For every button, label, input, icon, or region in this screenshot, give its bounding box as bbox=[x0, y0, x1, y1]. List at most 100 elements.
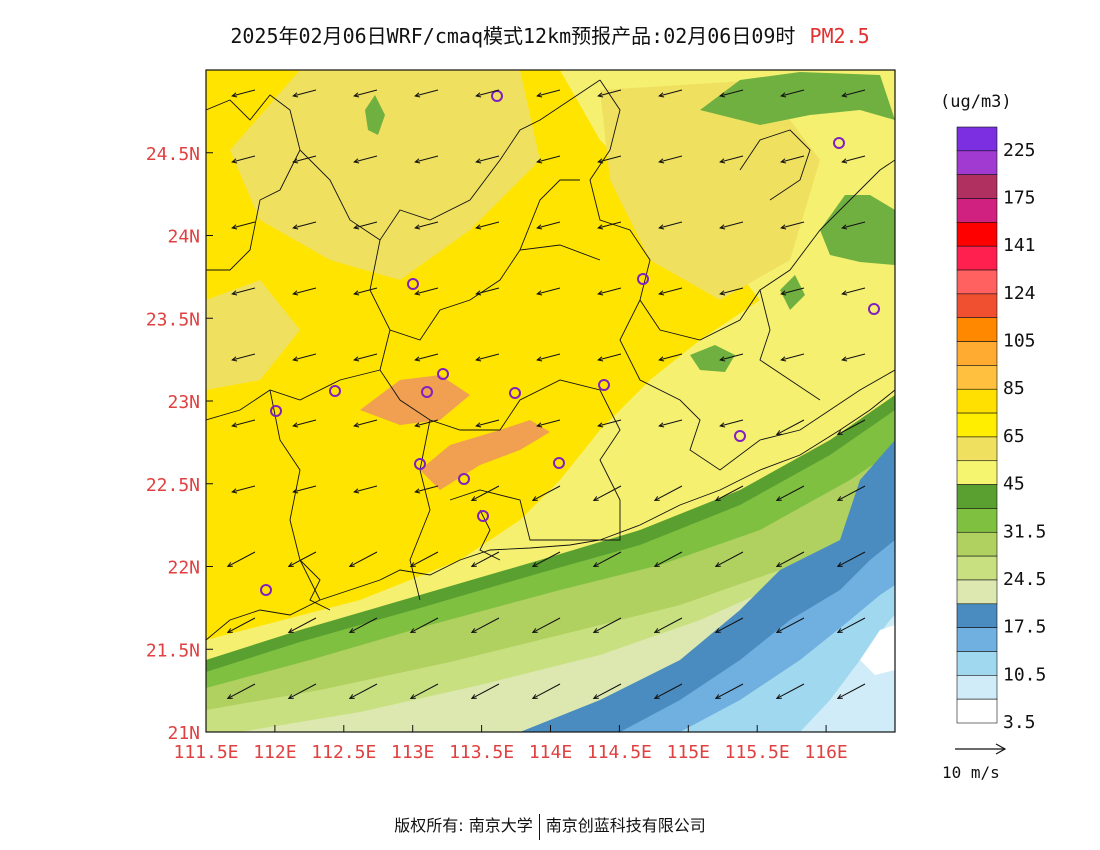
station-marker bbox=[421, 386, 433, 398]
station-marker bbox=[329, 385, 341, 397]
wind-arrow bbox=[658, 221, 683, 230]
wind-arrow bbox=[719, 287, 744, 296]
legend-label: 85 bbox=[1003, 378, 1025, 399]
title-pollutant: PM2.5 bbox=[809, 24, 870, 48]
wind-arrow bbox=[714, 617, 744, 633]
wind-arrow bbox=[414, 485, 439, 494]
wind-arrow bbox=[775, 419, 805, 435]
wind-arrow bbox=[531, 683, 561, 699]
wind-vectors bbox=[226, 89, 866, 699]
y-tick-label: 22N bbox=[167, 558, 200, 579]
legend-label: 45 bbox=[1003, 474, 1025, 495]
wind-arrow bbox=[475, 287, 500, 296]
wind-arrow bbox=[653, 683, 683, 699]
chart-title: 2025年02月06日WRF/cmaq模式12km预报产品:02月06日09时 P… bbox=[0, 20, 1100, 49]
wind-arrow bbox=[597, 155, 622, 164]
wind-arrow bbox=[592, 617, 622, 633]
wind-arrow bbox=[226, 551, 256, 567]
pm25-field bbox=[206, 70, 895, 732]
wind-arrow bbox=[348, 617, 378, 633]
wind-arrow bbox=[536, 89, 561, 98]
legend-units: (ug/m3) bbox=[940, 92, 1012, 112]
wind-arrow bbox=[780, 287, 805, 296]
wind-arrow bbox=[353, 485, 378, 494]
copyright: 版权所有: 南京大学 南京创蓝科技有限公司 bbox=[0, 812, 1100, 840]
wind-arrow bbox=[292, 221, 317, 230]
x-tick-label: 115E bbox=[667, 742, 710, 763]
legend-swatch bbox=[956, 651, 998, 676]
x-tick-label: 113E bbox=[391, 742, 434, 763]
legend-swatch bbox=[956, 293, 998, 319]
station-marker bbox=[833, 137, 845, 149]
title-main: 2025年02月06日WRF/cmaq模式12km预报产品:02月06日09时 bbox=[230, 24, 796, 48]
legend-swatch bbox=[956, 269, 998, 295]
x-tick-label: 112E bbox=[253, 742, 296, 763]
copyright-divider bbox=[538, 813, 540, 840]
wind-arrow bbox=[658, 419, 683, 428]
legend-swatch bbox=[956, 126, 998, 152]
wind-arrow bbox=[836, 617, 866, 633]
wind-arrow bbox=[536, 353, 561, 362]
station-marker bbox=[598, 379, 610, 391]
wind-arrow bbox=[231, 287, 256, 296]
copyright-right: 南京创蓝科技有限公司 bbox=[545, 816, 706, 835]
station-marker bbox=[270, 405, 282, 417]
wind-arrow bbox=[597, 419, 622, 428]
wind-arrow bbox=[292, 89, 317, 98]
wind-arrow bbox=[470, 617, 500, 633]
wind-arrow bbox=[653, 551, 683, 567]
wind-arrow bbox=[836, 551, 866, 567]
y-tick-label: 23.5N bbox=[146, 309, 200, 330]
x-tick-label: 112.5E bbox=[311, 742, 376, 763]
wind-arrow bbox=[597, 89, 622, 98]
wind-arrow bbox=[597, 287, 622, 296]
legend-label: 10.5 bbox=[1003, 664, 1046, 685]
wind-arrow bbox=[841, 287, 866, 296]
y-tick-label: 24N bbox=[167, 227, 200, 248]
wind-arrow bbox=[414, 89, 439, 98]
wind-arrow bbox=[658, 353, 683, 362]
wind-arrow bbox=[714, 485, 744, 501]
wind-arrow bbox=[841, 89, 866, 98]
wind-arrow bbox=[353, 287, 378, 296]
wind-arrow bbox=[231, 89, 256, 98]
legend-label: 24.5 bbox=[1003, 569, 1046, 590]
wind-arrow bbox=[836, 683, 866, 699]
wind-arrow bbox=[658, 89, 683, 98]
station-marker bbox=[260, 584, 272, 596]
legend-colorbar: 225 175 141 124 105 85 65 45 31.5 24.5 17.5 10.5 3.5 bbox=[956, 126, 1046, 733]
legend-swatch bbox=[956, 603, 998, 628]
station-marker bbox=[734, 430, 746, 442]
wind-arrow bbox=[287, 683, 317, 699]
wind-arrow bbox=[475, 419, 500, 428]
station-marker bbox=[868, 303, 880, 315]
legend-swatch bbox=[956, 174, 998, 199]
wind-arrow bbox=[292, 485, 317, 494]
legend-swatch bbox=[956, 555, 998, 581]
wind-arrow bbox=[841, 155, 866, 164]
wind-arrow bbox=[531, 485, 561, 501]
legend-swatch bbox=[956, 245, 998, 271]
wind-arrow bbox=[775, 551, 805, 567]
wind-arrow bbox=[409, 683, 439, 699]
wind-arrow bbox=[719, 419, 744, 428]
legend-label: 65 bbox=[1003, 426, 1025, 447]
wind-arrow bbox=[231, 221, 256, 230]
wind-arrow bbox=[597, 221, 622, 230]
wind-arrow bbox=[231, 419, 256, 428]
wind-arrow bbox=[470, 551, 500, 567]
station-marker bbox=[637, 273, 649, 285]
y-tick-label: 22.5N bbox=[146, 475, 200, 496]
wind-arrow bbox=[658, 287, 683, 296]
legend-swatch bbox=[956, 627, 998, 652]
station-marker bbox=[437, 368, 449, 380]
legend-label: 105 bbox=[1003, 331, 1036, 352]
copyright-left: 版权所有: 南京大学 bbox=[394, 816, 533, 835]
legend-swatch bbox=[956, 531, 998, 557]
wind-arrow bbox=[536, 221, 561, 230]
y-tick-label: 23N bbox=[167, 392, 200, 413]
wind-arrow bbox=[353, 155, 378, 164]
wind-arrow bbox=[292, 155, 317, 164]
wind-arrow bbox=[531, 551, 561, 567]
